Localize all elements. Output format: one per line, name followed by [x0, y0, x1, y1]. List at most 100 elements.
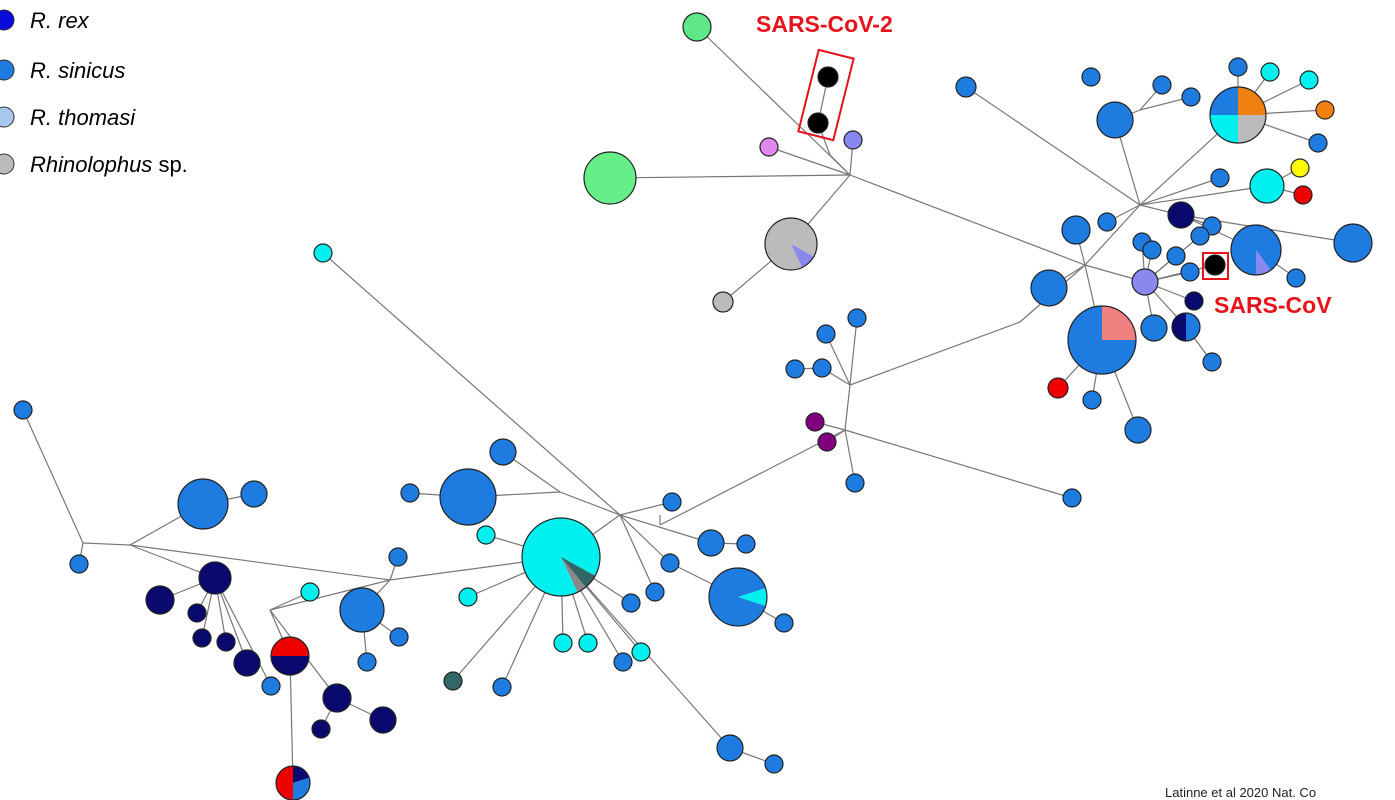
haplotype-node	[301, 583, 319, 601]
legend-label: R. thomasi	[30, 105, 136, 130]
haplotype-node	[1309, 134, 1327, 152]
haplotype-node	[1141, 315, 1167, 341]
haplotype-node	[813, 359, 831, 377]
annotation: SARS-CoV	[1214, 292, 1332, 318]
haplotype-node	[1205, 255, 1225, 275]
haplotype-node	[786, 360, 804, 378]
haplotype-node	[1143, 241, 1161, 259]
haplotype-node	[808, 113, 828, 133]
haplotype-node	[146, 586, 174, 614]
legend-swatch	[0, 107, 14, 127]
pie-node	[1172, 313, 1200, 341]
citation: Latinne et al 2020 Nat. Co	[1165, 785, 1316, 800]
annotation: SARS-CoV-2	[756, 11, 893, 37]
pie-slice	[1231, 225, 1256, 275]
legend-label: Rhinolophus sp.	[30, 152, 188, 177]
haplotype-node	[1300, 71, 1318, 89]
edge	[769, 147, 850, 175]
haplotype-node	[70, 555, 88, 573]
edges	[23, 27, 1353, 783]
edge	[620, 515, 711, 543]
edge	[850, 175, 1085, 265]
haplotype-node	[632, 643, 650, 661]
haplotype-node	[737, 535, 755, 553]
haplotype-node	[188, 604, 206, 622]
haplotype-node	[241, 481, 267, 507]
haplotype-node	[459, 588, 477, 606]
edge	[660, 430, 845, 525]
haplotype-node	[661, 554, 679, 572]
edge	[560, 492, 620, 515]
haplotype-node	[622, 594, 640, 612]
edge	[620, 515, 655, 592]
haplotype-node	[1132, 269, 1158, 295]
edge	[850, 322, 1020, 385]
edge	[845, 430, 1072, 498]
haplotype-node	[1031, 270, 1067, 306]
haplotype-node	[1316, 101, 1334, 119]
haplotype-node	[683, 13, 711, 41]
pie-slice	[1172, 313, 1186, 341]
haplotype-node	[314, 244, 332, 262]
haplotype-node	[440, 469, 496, 525]
haplotype-node	[1185, 292, 1203, 310]
pie-slice	[1186, 313, 1200, 341]
haplotype-node	[1211, 169, 1229, 187]
legend-suffix: sp.	[158, 152, 187, 177]
haplotype-node	[193, 629, 211, 647]
haplotype-node	[846, 474, 864, 492]
legend-label: R. rex	[30, 8, 90, 33]
haplotype-node	[1167, 247, 1185, 265]
haplotype-node	[818, 433, 836, 451]
edge	[850, 318, 857, 385]
haplotype-node	[1098, 213, 1116, 231]
pie-slice	[271, 656, 309, 675]
nodes	[14, 13, 1372, 800]
haplotype-node	[1182, 88, 1200, 106]
haplotype-node	[554, 634, 572, 652]
haplotype-node	[1168, 202, 1194, 228]
haplotype-node	[646, 583, 664, 601]
haplotype-node	[262, 677, 280, 695]
edge	[845, 385, 850, 430]
haplotype-node	[1062, 216, 1090, 244]
haplotype-node	[1082, 68, 1100, 86]
haplotype-node	[312, 720, 330, 738]
haplotype-node	[713, 292, 733, 312]
haplotype-node	[1203, 353, 1221, 371]
pie-slice	[276, 766, 293, 800]
haplotype-node	[1294, 186, 1312, 204]
haplotype-node	[614, 653, 632, 671]
haplotype-node	[584, 152, 636, 204]
haplotype-node	[178, 479, 228, 529]
haplotype-node	[765, 755, 783, 773]
haplotype-node	[1261, 63, 1279, 81]
haplotype-node	[1125, 417, 1151, 443]
haplotype-node	[817, 325, 835, 343]
haplotype-node	[493, 678, 511, 696]
haplotype-node	[1097, 102, 1133, 138]
haplotype-node	[370, 707, 396, 733]
haplotype-node	[844, 131, 862, 149]
haplotype-node	[14, 401, 32, 419]
edge	[130, 545, 390, 580]
haplotype-node	[340, 588, 384, 632]
haplotype-node	[717, 735, 743, 761]
haplotype-node	[390, 628, 408, 646]
haplotype-node	[1048, 378, 1068, 398]
haplotype-node	[1153, 76, 1171, 94]
haplotype-node	[1287, 269, 1305, 287]
edge	[610, 175, 850, 178]
haplotype-node	[956, 77, 976, 97]
haplotype-node	[1250, 169, 1284, 203]
haplotype-node	[1334, 224, 1372, 262]
haplotype-node	[444, 672, 462, 690]
haplotype-node	[1063, 489, 1081, 507]
haplotype-node	[323, 684, 351, 712]
haplotype-node	[775, 614, 793, 632]
haplotype-node	[760, 138, 778, 156]
haplotype-node	[818, 67, 838, 87]
haplotype-node	[663, 493, 681, 511]
edge	[83, 543, 130, 545]
haplotype-node	[1291, 159, 1309, 177]
